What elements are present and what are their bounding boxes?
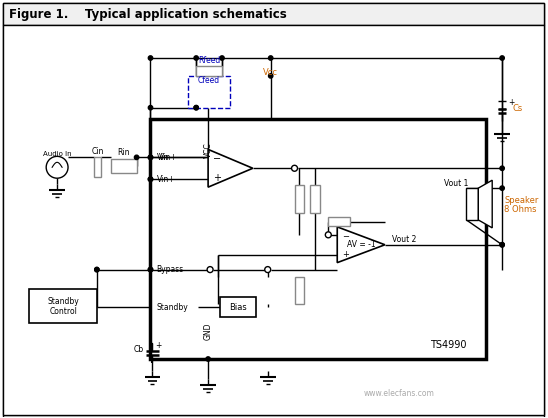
Circle shape <box>326 232 332 238</box>
Text: www.elecfans.com: www.elecfans.com <box>363 389 434 398</box>
Bar <box>294 277 305 304</box>
Circle shape <box>292 165 298 171</box>
Text: Audio In: Audio In <box>43 151 71 157</box>
Polygon shape <box>478 180 492 228</box>
Text: Vin+: Vin+ <box>158 153 177 162</box>
Circle shape <box>500 242 504 247</box>
Circle shape <box>134 155 139 160</box>
Text: +: + <box>155 341 162 349</box>
Circle shape <box>269 74 273 78</box>
Text: VCC: VCC <box>204 143 213 158</box>
Circle shape <box>149 155 153 160</box>
Circle shape <box>220 56 224 60</box>
Text: Vin+: Vin+ <box>156 175 175 184</box>
Circle shape <box>149 177 153 181</box>
Circle shape <box>500 242 504 247</box>
Circle shape <box>269 56 273 60</box>
Bar <box>94 157 101 177</box>
Circle shape <box>149 56 153 60</box>
Polygon shape <box>337 227 385 263</box>
Bar <box>151 119 486 359</box>
Text: +: + <box>508 98 515 107</box>
Circle shape <box>194 56 198 60</box>
Bar <box>3 3 544 25</box>
Bar <box>220 298 256 317</box>
Text: TS4990: TS4990 <box>430 340 467 350</box>
Circle shape <box>500 186 504 190</box>
Text: Cs: Cs <box>512 104 522 113</box>
Circle shape <box>207 267 213 273</box>
Circle shape <box>194 105 198 110</box>
Circle shape <box>206 357 210 361</box>
Text: GND: GND <box>204 322 213 340</box>
Bar <box>294 185 305 213</box>
Text: Speaker: Speaker <box>504 196 539 204</box>
Bar <box>29 289 97 323</box>
Circle shape <box>95 268 99 272</box>
Text: Rfeed: Rfeed <box>198 56 220 66</box>
Text: Vout 1: Vout 1 <box>443 178 468 188</box>
Circle shape <box>95 268 99 272</box>
Text: Vin-: Vin- <box>156 153 172 162</box>
Text: Cb: Cb <box>133 344 144 354</box>
Bar <box>328 217 350 226</box>
Text: Cin: Cin <box>91 147 104 156</box>
Text: Vout 2: Vout 2 <box>392 235 416 244</box>
Text: 8 Ohms: 8 Ohms <box>504 206 536 214</box>
Circle shape <box>149 268 153 272</box>
Circle shape <box>149 155 153 160</box>
Bar <box>466 188 478 220</box>
Text: Bypass: Bypass <box>156 265 184 274</box>
Bar <box>196 66 222 76</box>
Bar <box>111 159 136 173</box>
Circle shape <box>265 267 271 273</box>
Text: +: + <box>213 173 221 183</box>
Text: Standby
Control: Standby Control <box>47 297 79 316</box>
Circle shape <box>194 105 198 110</box>
Bar <box>189 76 230 108</box>
Circle shape <box>500 166 504 171</box>
Text: −: − <box>213 154 221 164</box>
Text: Vcc: Vcc <box>263 69 278 77</box>
Bar <box>310 185 321 213</box>
Circle shape <box>46 156 68 178</box>
Text: Figure 1.    Typical application schematics: Figure 1. Typical application schematics <box>9 8 287 21</box>
Text: AV = -1: AV = -1 <box>347 240 375 249</box>
Text: Bias: Bias <box>229 303 247 312</box>
Text: +: + <box>342 250 349 259</box>
Circle shape <box>149 105 153 110</box>
Polygon shape <box>208 149 253 187</box>
Text: Rin: Rin <box>117 148 130 157</box>
Text: Cfeed: Cfeed <box>198 76 220 85</box>
Circle shape <box>500 56 504 60</box>
Text: Standby: Standby <box>156 303 188 312</box>
Text: −: − <box>342 232 349 241</box>
Circle shape <box>149 268 153 272</box>
Circle shape <box>149 177 153 181</box>
